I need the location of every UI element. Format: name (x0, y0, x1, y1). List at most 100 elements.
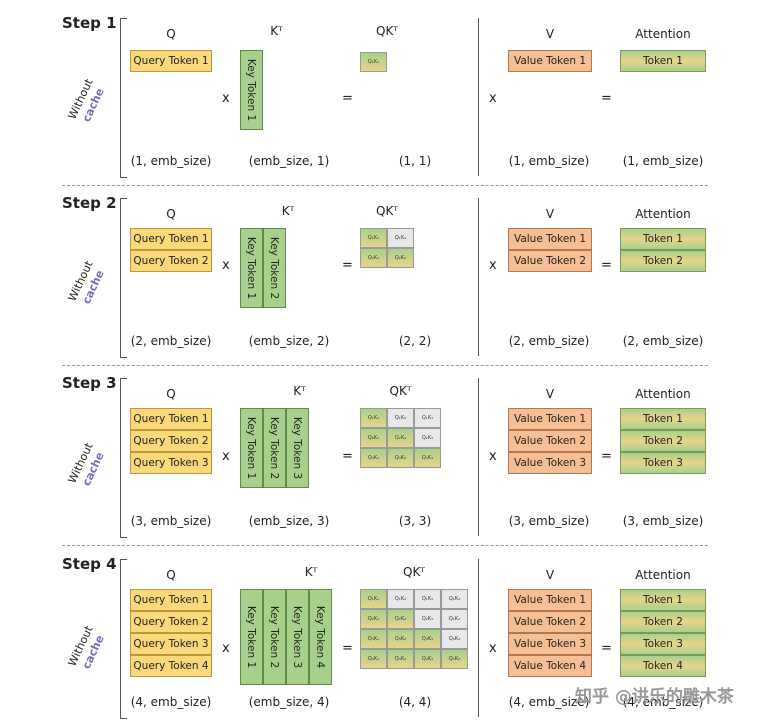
equals-op-1: = (342, 641, 353, 656)
multiply-op-2: x (489, 91, 497, 106)
query-token-cell: Query Token 2 (130, 611, 212, 633)
q-header: Q (166, 568, 176, 582)
qk-score-cell: Q₂K₂ (387, 609, 414, 629)
step-1: Step 1 Without cache Q Kᵀ QKᵀ V Attention Query … (0, 14, 777, 186)
value-token-cell: Value Token 2 (508, 250, 592, 272)
qk-score-cell: Q₂K₂ (387, 248, 414, 268)
v-shape: (1, emb_size) (508, 154, 590, 168)
attention-token-cell: Token 2 (620, 430, 706, 452)
middle-bracket (478, 18, 479, 176)
qk-score-cell: Q₁K₁ (360, 589, 387, 609)
qk-score-cell: Q₁K₁ (360, 52, 387, 72)
qk-score-cell: Q₂K₂ (387, 428, 414, 448)
query-token-cell: Query Token 1 (130, 50, 212, 72)
qk-score-cell: Q₃K₁ (360, 629, 387, 649)
attention-shape: (4, emb_size) (622, 695, 704, 709)
value-token-cell: Value Token 1 (508, 228, 592, 250)
qk-score-cell: Q₂K₃ (414, 428, 441, 448)
multiply-op-1: x (222, 91, 230, 106)
v-header: V (545, 387, 555, 401)
attention-token-cell: Token 1 (620, 50, 706, 72)
key-token-column: Key Token 2 (263, 408, 286, 488)
qk-score-cell: Q₄K₃ (414, 649, 441, 669)
key-token-column: Key Token 4 (309, 589, 332, 685)
equals-op-2: = (601, 449, 612, 464)
qk-score-cell: Q₁K₂ (387, 408, 414, 428)
multiply-op-2: x (489, 641, 497, 656)
step-4: Step 4 Without cache Q Kᵀ QKᵀ V Attention Query … (0, 555, 777, 725)
attention-token-cell: Token 4 (620, 655, 706, 677)
key-token-column: Key Token 2 (263, 228, 286, 308)
attention-shape: (2, emb_size) (622, 334, 704, 348)
k-shape: (emb_size, 4) (248, 695, 330, 709)
qk-score-cell: Q₄K₂ (387, 649, 414, 669)
key-token-label: Key Token 1 (245, 236, 258, 300)
query-token-cell: Query Token 3 (130, 633, 212, 655)
qkt-header: QKᵀ (389, 384, 412, 398)
without-cache-label: Without cache (60, 247, 122, 326)
value-token-cell: Value Token 3 (508, 633, 592, 655)
middle-bracket (478, 559, 479, 717)
qk-shape: (4, 4) (398, 695, 432, 709)
v-header: V (545, 27, 555, 41)
qk-score-cell: Q₃K₂ (387, 448, 414, 468)
qk-score-cell: Q₄K₁ (360, 649, 387, 669)
q-header: Q (166, 27, 176, 41)
q-header: Q (166, 387, 176, 401)
equals-op-2: = (601, 641, 612, 656)
qk-score-cell: Q₁K₃ (414, 408, 441, 428)
attention-token-cell: Token 3 (620, 452, 706, 474)
watermark: 知乎 @讲乐的雕木茶 (575, 687, 734, 707)
key-token-column: Key Token 3 (286, 589, 309, 685)
without-cache-label: Without cache (60, 612, 122, 691)
middle-bracket (478, 198, 479, 356)
without-cache-label: Without cache (60, 65, 122, 144)
step-title: Step 1 (62, 14, 117, 32)
qk-shape: (3, 3) (398, 514, 432, 528)
query-token-cell: Query Token 3 (130, 452, 212, 474)
key-token-column: Key Token 1 (240, 589, 263, 685)
qk-score-cell: Q₁K₂ (387, 589, 414, 609)
query-token-cell: Query Token 4 (130, 655, 212, 677)
multiply-op-2: x (489, 258, 497, 273)
key-token-column: Key Token 1 (240, 228, 263, 308)
key-token-label: Key Token 2 (268, 416, 281, 480)
value-token-cell: Value Token 1 (508, 50, 592, 72)
kt-header: Kᵀ (281, 204, 295, 218)
key-token-column: Key Token 1 (240, 50, 263, 130)
key-token-label: Key Token 4 (314, 605, 327, 669)
qk-score-cell: Q₂K₁ (360, 609, 387, 629)
key-token-label: Key Token 2 (268, 605, 281, 669)
qkt-header: QKᵀ (376, 24, 398, 38)
value-token-cell: Value Token 3 (508, 452, 592, 474)
qk-score-cell: Q₂K₁ (360, 428, 387, 448)
left-bracket (120, 378, 127, 538)
qk-score-cell: Q₂K₁ (360, 248, 387, 268)
qk-score-cell: Q₁K₃ (414, 589, 441, 609)
q-header: Q (166, 207, 176, 221)
qkt-header: QKᵀ (376, 204, 398, 218)
qk-score-cell: Q₁K₄ (441, 589, 468, 609)
k-shape: (emb_size, 2) (248, 334, 330, 348)
multiply-op-1: x (222, 449, 230, 464)
step-separator (62, 185, 708, 186)
qk-score-cell: Q₂K₄ (441, 609, 468, 629)
key-token-column: Key Token 2 (263, 589, 286, 685)
attention-token-cell: Token 2 (620, 250, 706, 272)
value-token-cell: Value Token 4 (508, 655, 592, 677)
without-cache-label: Without cache (60, 429, 122, 508)
key-token-column: Key Token 1 (240, 408, 263, 488)
v-shape: (4, emb_size) (508, 695, 590, 709)
equals-op-1: = (342, 258, 353, 273)
query-token-cell: Query Token 2 (130, 430, 212, 452)
kt-header: Kᵀ (270, 24, 283, 38)
value-token-cell: Value Token 1 (508, 589, 592, 611)
q-shape: (2, emb_size) (130, 334, 212, 348)
query-token-cell: Query Token 1 (130, 228, 212, 250)
step-title: Step 4 (62, 555, 117, 573)
attention-token-cell: Token 2 (620, 611, 706, 633)
key-token-column: Key Token 3 (286, 408, 309, 488)
attention-header: Attention (635, 27, 691, 41)
attention-header: Attention (635, 568, 691, 582)
v-shape: (2, emb_size) (508, 334, 590, 348)
